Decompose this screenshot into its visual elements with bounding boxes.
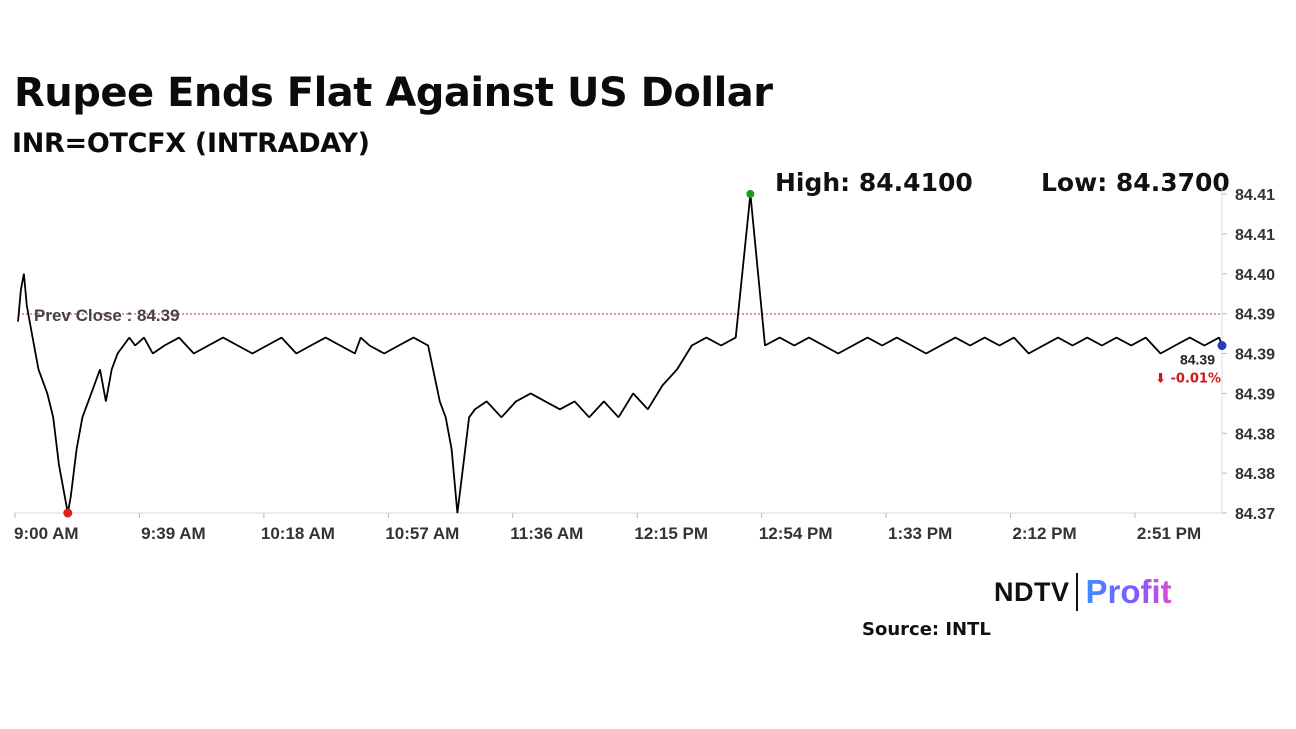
y-tick-label: 84.39	[1235, 347, 1275, 364]
x-tick-label: 2:51 PM	[1137, 524, 1201, 543]
price-series	[17, 193, 1223, 514]
y-tick-label: 84.40	[1235, 267, 1275, 284]
x-tick-label: 1:33 PM	[888, 524, 952, 543]
brand-profit-wordmark: Profit	[1085, 573, 1172, 610]
brand-divider	[1075, 573, 1078, 611]
x-tick-label: 11:36 AM	[510, 524, 583, 543]
x-tick-label: 12:15 PM	[634, 524, 708, 543]
y-tick-label: 84.41	[1235, 227, 1275, 244]
low-marker	[63, 508, 73, 518]
y-tick-label: 84.39	[1235, 307, 1275, 324]
ndtv-profit-logo: NDTV Profit	[994, 572, 1224, 612]
chart-subtitle: INR=OTCFX (INTRADAY)	[12, 128, 370, 159]
x-tick-label: 2:12 PM	[1012, 524, 1076, 543]
x-tick-label: 9:00 AM	[14, 524, 79, 543]
last-price-label: 84.39	[1180, 352, 1215, 368]
y-tick-label: 84.38	[1235, 466, 1275, 483]
chart-title: Rupee Ends Flat Against US Dollar	[14, 70, 773, 116]
y-tick-label: 84.41	[1235, 187, 1275, 204]
markers	[63, 190, 1227, 518]
last-price-marker	[1217, 341, 1227, 351]
x-tick-label: 10:18 AM	[261, 524, 335, 543]
chart-labels: 84.39 ⬇ -0.01%	[1155, 352, 1221, 387]
day-low-label: Low: 84.3700	[1041, 168, 1230, 197]
prev-close-label: Prev Close : 84.39	[34, 306, 180, 325]
axes: 9:00 AM 9:39 AM 10:18 AM 10:57 AM 11:36 AM 12…	[14, 187, 1275, 543]
y-tick-label: 84.39	[1235, 386, 1275, 403]
source-credit: Source: INTL	[862, 619, 991, 640]
y-tick-label: 84.38	[1235, 426, 1275, 443]
change-label: ⬇ -0.01%	[1155, 372, 1221, 387]
x-tick-label: 9:39 AM	[141, 524, 206, 543]
x-tick-label: 12:54 PM	[759, 524, 833, 543]
x-tick-label: 10:57 AM	[385, 524, 459, 543]
prev-close-reference: Prev Close : 84.39	[18, 306, 1222, 325]
y-tick-label: 84.37	[1235, 506, 1275, 523]
high-marker	[746, 190, 755, 198]
brand-ndtv-wordmark: NDTV	[994, 576, 1070, 607]
price-line	[17, 193, 1223, 514]
day-high-label: High: 84.4100	[775, 168, 973, 197]
